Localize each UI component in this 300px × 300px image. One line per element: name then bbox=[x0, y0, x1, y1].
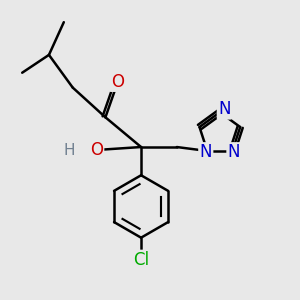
Text: H: H bbox=[64, 142, 76, 158]
Text: Cl: Cl bbox=[133, 251, 149, 269]
Text: O: O bbox=[90, 141, 103, 159]
Text: O: O bbox=[111, 73, 124, 91]
Text: N: N bbox=[218, 100, 231, 118]
Text: N: N bbox=[228, 143, 240, 161]
Text: N: N bbox=[200, 143, 212, 161]
